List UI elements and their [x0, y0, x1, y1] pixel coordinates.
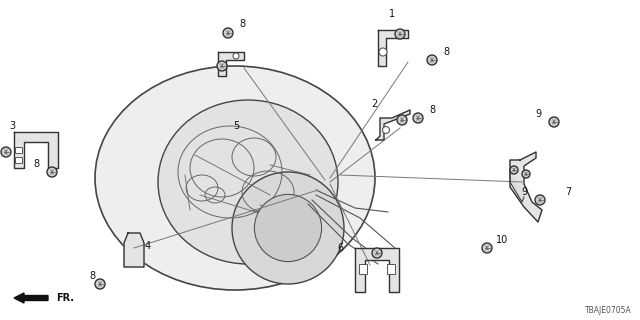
Circle shape [383, 126, 390, 133]
Polygon shape [14, 132, 58, 168]
Circle shape [549, 117, 559, 127]
Polygon shape [355, 248, 399, 292]
Circle shape [1, 147, 11, 157]
Text: 4: 4 [145, 241, 151, 251]
Text: 7: 7 [565, 187, 571, 197]
Text: FR.: FR. [56, 293, 74, 303]
Bar [359, 264, 367, 274]
Circle shape [482, 243, 492, 253]
Circle shape [372, 248, 382, 258]
Polygon shape [510, 170, 524, 202]
Polygon shape [376, 110, 410, 140]
Text: 9: 9 [521, 187, 527, 197]
Circle shape [255, 194, 322, 262]
Text: 8: 8 [239, 19, 245, 29]
Circle shape [427, 55, 437, 65]
Text: 10: 10 [496, 235, 508, 245]
Polygon shape [218, 52, 244, 76]
Text: 8: 8 [443, 47, 449, 57]
FancyBboxPatch shape [15, 148, 22, 154]
Text: 8: 8 [429, 105, 435, 115]
Text: 6: 6 [337, 243, 343, 253]
FancyBboxPatch shape [15, 157, 22, 164]
Bar [387, 264, 395, 274]
Text: 2: 2 [371, 99, 377, 109]
Circle shape [413, 113, 423, 123]
Circle shape [223, 28, 233, 38]
Circle shape [47, 167, 57, 177]
Circle shape [522, 170, 530, 178]
Ellipse shape [95, 66, 375, 290]
Text: 3: 3 [9, 121, 15, 131]
Polygon shape [510, 152, 542, 222]
Circle shape [232, 172, 344, 284]
Ellipse shape [158, 100, 338, 264]
Text: 8: 8 [89, 271, 95, 281]
Circle shape [395, 29, 405, 39]
Circle shape [379, 48, 387, 56]
Circle shape [535, 195, 545, 205]
Circle shape [233, 53, 239, 59]
FancyArrow shape [14, 293, 48, 303]
Text: TBAJE0705A: TBAJE0705A [585, 306, 632, 315]
Circle shape [95, 279, 105, 289]
Text: 9: 9 [535, 109, 541, 119]
Text: 5: 5 [233, 121, 239, 131]
Circle shape [397, 115, 407, 125]
Circle shape [510, 166, 518, 174]
Text: 8: 8 [33, 159, 39, 169]
Polygon shape [124, 233, 144, 267]
Text: 1: 1 [389, 9, 395, 19]
Polygon shape [378, 30, 408, 66]
Circle shape [217, 61, 227, 71]
